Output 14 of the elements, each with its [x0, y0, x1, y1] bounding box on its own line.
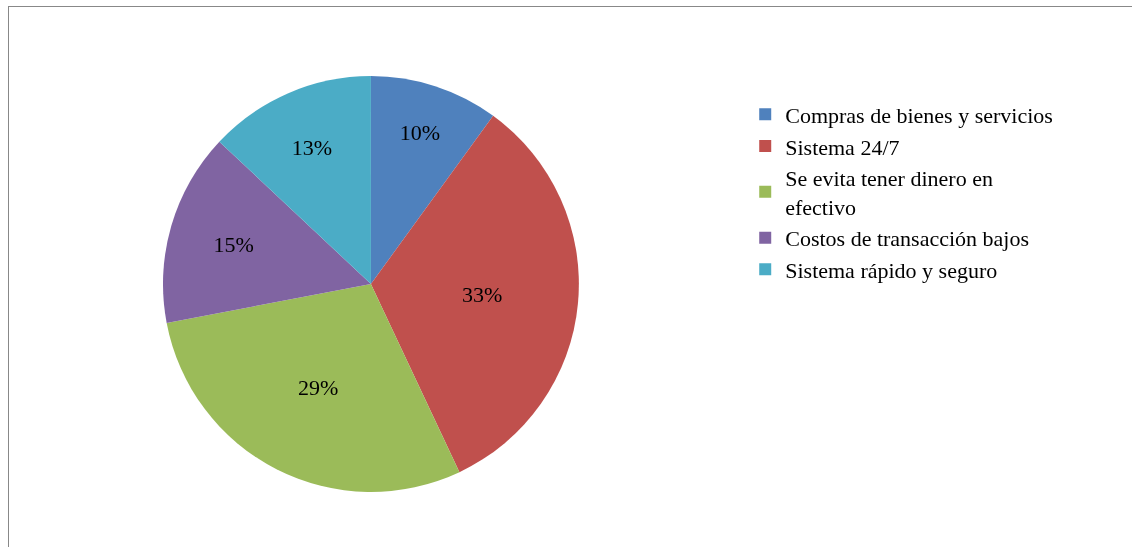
- legend-label: Costos de transacción bajos: [785, 226, 1030, 252]
- legend-label: Compras de bienes y servicios: [785, 102, 1053, 128]
- data-label: 29%: [298, 374, 339, 400]
- legend-label: Sistema rápido y seguro: [785, 257, 998, 283]
- data-label: 13%: [291, 134, 332, 160]
- pie-slice: [163, 141, 371, 323]
- data-label: 33%: [462, 282, 503, 308]
- data-label: 10%: [399, 120, 441, 146]
- pie-slice: [370, 76, 494, 284]
- legend-label: Sistema 24/7: [785, 134, 900, 160]
- pie-slice: [370, 115, 579, 473]
- legend-label: Se evita tener dinero en efectivo: [785, 166, 993, 220]
- pie-slice: [166, 283, 460, 492]
- data-label: 15%: [213, 231, 254, 257]
